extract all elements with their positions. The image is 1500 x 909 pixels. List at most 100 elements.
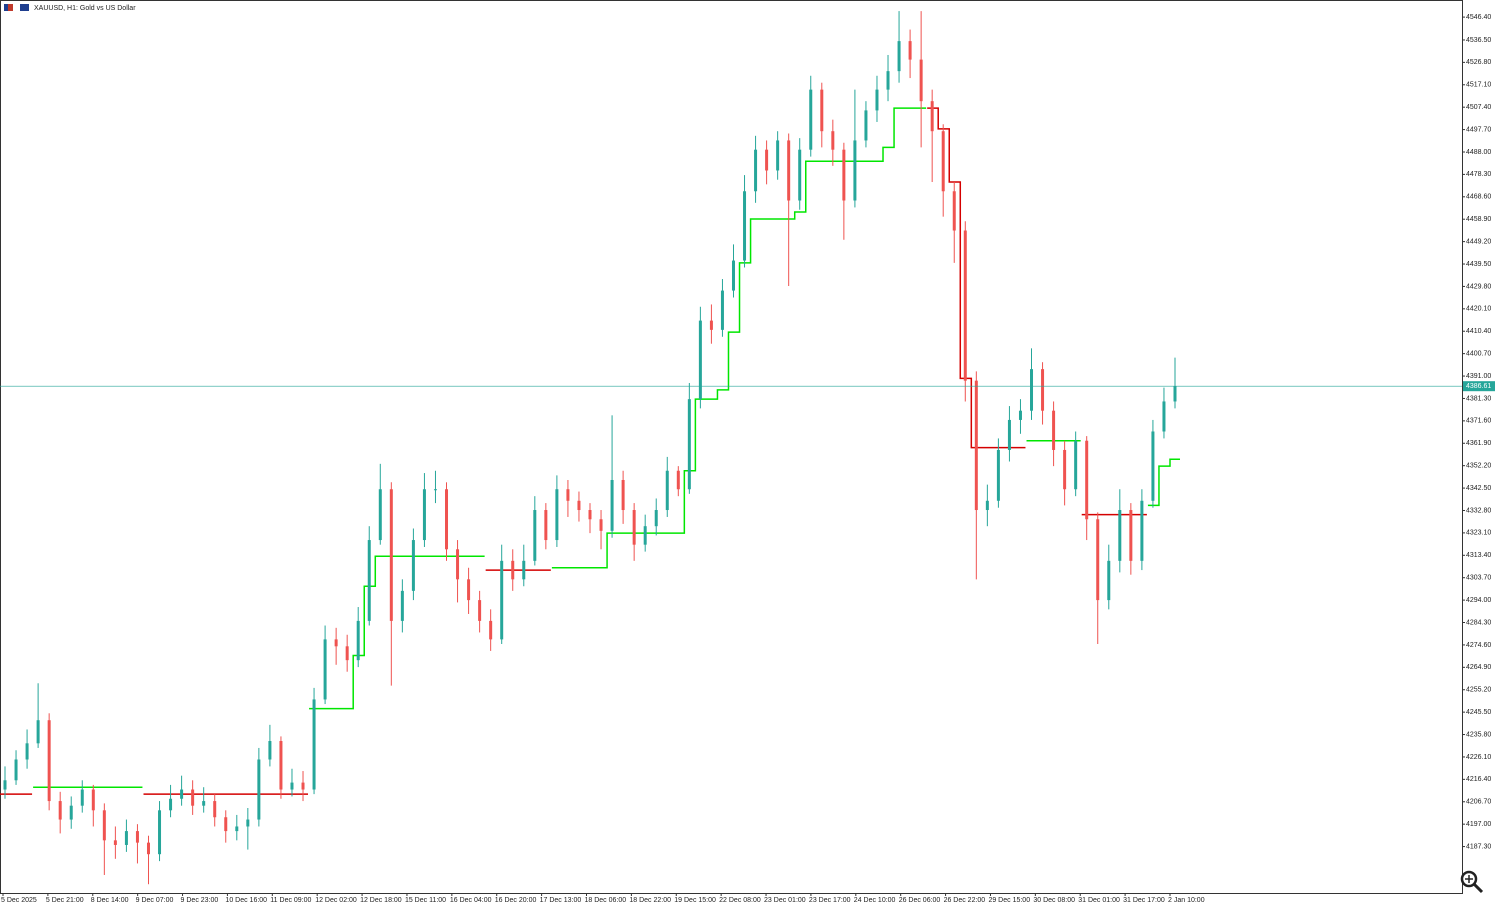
candle-body	[654, 510, 658, 527]
candle-body	[102, 810, 106, 841]
candle-body	[544, 510, 548, 541]
y-tick-label: 4294.00	[1466, 597, 1491, 604]
candle-body	[411, 540, 415, 591]
candle-body	[908, 41, 912, 60]
candle-body	[91, 789, 95, 811]
zoom-icon-lens[interactable]	[1460, 870, 1478, 888]
candle-body	[853, 140, 857, 201]
y-tick-label: 4439.50	[1466, 261, 1491, 268]
y-tick-label: 4410.40	[1466, 328, 1491, 335]
x-tick-label: 9 Dec 23:00	[181, 897, 219, 904]
y-tick-label: 4284.30	[1466, 619, 1491, 626]
x-tick-label: 8 Dec 14:00	[91, 897, 129, 904]
candle-body	[687, 399, 691, 490]
candle-body	[1018, 410, 1022, 420]
candle-body	[323, 639, 327, 700]
y-tick-label: 4264.90	[1466, 664, 1491, 671]
candle-body	[588, 510, 592, 520]
x-tick-label: 10 Dec 16:00	[225, 897, 267, 904]
x-tick-label: 2 Jan 10:00	[1168, 897, 1205, 904]
candle-body	[235, 826, 239, 832]
candle-body	[1162, 401, 1166, 432]
candle-body	[1118, 510, 1122, 561]
candle-body	[1063, 449, 1067, 490]
candle-body	[754, 149, 758, 192]
candle-body	[467, 579, 471, 601]
candle-body	[290, 782, 294, 790]
y-tick-label: 4206.70	[1466, 799, 1491, 806]
y-tick-label: 4497.70	[1466, 126, 1491, 133]
x-tick-label: 29 Dec 15:00	[988, 897, 1030, 904]
y-tick-label: 4303.70	[1466, 575, 1491, 582]
candle-body	[246, 819, 250, 827]
x-tick-label: 16 Dec 20:00	[495, 897, 537, 904]
x-tick-label: 17 Dec 13:00	[540, 897, 582, 904]
candle-body	[842, 149, 846, 201]
candle-body	[268, 741, 272, 760]
candle-body	[389, 489, 393, 621]
candle-body	[985, 500, 989, 511]
candle-body	[577, 500, 581, 511]
candle-body	[146, 842, 150, 855]
candle-body	[1151, 431, 1155, 501]
candle-body	[864, 110, 868, 141]
candle-body	[113, 840, 117, 845]
candle-body	[919, 59, 923, 102]
y-tick-label: 4274.60	[1466, 642, 1491, 649]
x-tick-label: 5 Dec 21:00	[46, 897, 84, 904]
candle-body	[1074, 440, 1078, 490]
candle-body	[1085, 440, 1089, 520]
candle-body	[312, 699, 316, 790]
candle-body	[378, 489, 382, 541]
candle-body	[731, 260, 735, 291]
candle-body	[47, 720, 51, 802]
y-tick-label: 4546.40	[1466, 14, 1491, 21]
candle-body	[202, 801, 206, 806]
candle-body	[974, 380, 978, 511]
candle-body	[621, 479, 625, 511]
candle-body	[1052, 410, 1056, 450]
symbol-icon	[20, 4, 29, 11]
zoom-icon[interactable]	[1460, 870, 1484, 894]
candle-body	[279, 741, 283, 790]
y-tick-label: 4526.80	[1466, 59, 1491, 66]
candle-body	[798, 149, 802, 201]
chart-title: XAUUSD, H1: Gold vs US Dollar	[34, 5, 136, 12]
x-tick-label: 26 Dec 22:00	[944, 897, 986, 904]
zoom-icon-handle[interactable]	[1472, 882, 1484, 894]
x-tick-label: 26 Dec 06:00	[899, 897, 941, 904]
x-tick-label: 9 Dec 07:00	[136, 897, 174, 904]
y-tick-label: 4226.10	[1466, 754, 1491, 761]
y-tick-label: 4449.20	[1466, 238, 1491, 245]
candle-body	[191, 789, 195, 806]
candle-body	[257, 759, 261, 820]
candle-body	[897, 41, 901, 72]
candle-body	[776, 140, 780, 171]
x-tick-label: 18 Dec 22:00	[629, 897, 671, 904]
y-tick-label: 4517.10	[1466, 82, 1491, 89]
y-tick-label: 4197.00	[1466, 821, 1491, 828]
y-tick-label: 4381.30	[1466, 395, 1491, 402]
x-tick-label: 18 Dec 06:00	[585, 897, 627, 904]
candle-body	[886, 71, 890, 90]
candle-body	[610, 479, 614, 531]
candle-body	[124, 831, 128, 845]
x-tick-label: 15 Dec 11:00	[405, 897, 446, 904]
candle-body	[1007, 419, 1011, 450]
price-label: 4386.61	[1466, 383, 1491, 390]
candle-body	[787, 140, 791, 201]
y-tick-label: 4488.00	[1466, 149, 1491, 156]
y-tick-label: 4323.10	[1466, 530, 1491, 537]
candle-body	[433, 489, 437, 491]
symbol-icon	[8, 4, 13, 11]
candle-body	[709, 320, 713, 330]
candle-body	[1107, 560, 1111, 601]
candle-body	[500, 560, 504, 640]
candle-body	[1096, 519, 1100, 601]
x-tick-label: 11 Dec 09:00	[270, 897, 311, 904]
candle-body	[809, 89, 813, 150]
y-tick-label: 4371.60	[1466, 418, 1491, 425]
x-tick-label: 19 Dec 15:00	[674, 897, 716, 904]
